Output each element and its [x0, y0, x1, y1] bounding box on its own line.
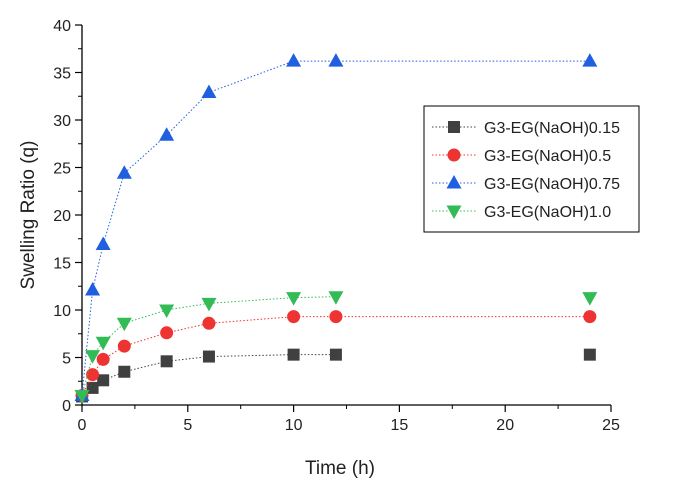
y-tick-label: 15: [53, 256, 71, 273]
data-point: [286, 53, 302, 67]
series-3: [74, 53, 598, 401]
legend-entry: G3-EG(NaOH)0.75: [432, 175, 620, 193]
data-point: [287, 310, 301, 324]
x-tick-label: 20: [496, 417, 514, 434]
data-point: [95, 336, 111, 351]
y-tick-label: 35: [53, 66, 71, 83]
series-line: [81, 354, 336, 397]
legend-marker: [448, 121, 460, 133]
y-tick-label: 5: [62, 351, 71, 368]
data-point: [202, 316, 216, 330]
data-point: [116, 317, 132, 332]
tick-labels: 0 5 10 15 20 25 0 5 10 15 20 25 30 35 40: [53, 18, 620, 434]
data-point: [583, 310, 597, 324]
y-tick-label: 10: [53, 303, 71, 320]
data-point: [86, 381, 99, 394]
y-tick-label: 0: [62, 398, 71, 415]
data-point: [95, 236, 111, 250]
series-line: [81, 296, 336, 396]
x-tick-label: 10: [285, 417, 303, 434]
legend-label: G3-EG(NaOH)0.5: [484, 148, 611, 165]
data-point: [118, 365, 131, 378]
legend-marker: [447, 148, 461, 162]
data-point: [160, 326, 174, 340]
data-point: [85, 282, 101, 296]
y-axis-title: Swelling Ratio (q): [18, 141, 39, 290]
series: [74, 53, 598, 404]
legend-label: G3-EG(NaOH)0.15: [484, 120, 620, 137]
x-axis-title: Time (h): [305, 458, 375, 478]
data-point: [96, 352, 110, 366]
x-tick-label: 15: [391, 417, 409, 434]
legend-marker: [446, 205, 462, 219]
data-point: [582, 53, 598, 67]
data-point: [201, 84, 217, 98]
data-point: [329, 310, 343, 324]
data-point: [328, 291, 344, 305]
data-point: [328, 53, 344, 67]
data-point: [329, 348, 342, 361]
y-tick-label: 40: [53, 18, 71, 35]
x-tick-label: 5: [183, 417, 192, 434]
legend-entry: G3-EG(NaOH)1.0: [432, 204, 611, 221]
series-1: [76, 348, 596, 403]
x-tick-label: 25: [602, 417, 620, 434]
data-point: [159, 304, 175, 318]
legend-entry: G3-EG(NaOH)0.5: [432, 148, 611, 165]
y-tick-label: 25: [53, 161, 71, 178]
data-point: [86, 368, 100, 382]
data-point: [116, 165, 132, 179]
data-point: [74, 390, 90, 404]
data-point: [117, 339, 131, 353]
legend-label: G3-EG(NaOH)1.0: [484, 204, 611, 221]
legend-label: G3-EG(NaOH)0.75: [484, 176, 620, 193]
data-point: [97, 374, 110, 387]
y-tick-label: 30: [53, 113, 71, 130]
x-tick-label: 0: [78, 417, 87, 434]
data-point: [160, 355, 173, 368]
data-point: [202, 350, 215, 363]
data-point: [583, 348, 596, 361]
series-4: [74, 291, 598, 404]
legend-marker: [446, 175, 462, 189]
series-2: [75, 310, 597, 402]
ticks: [75, 24, 612, 412]
data-point: [201, 297, 217, 312]
data-point: [159, 127, 175, 141]
legend: G3-EG(NaOH)0.15 G3-EG(NaOH)0.5 G3-EG(NaOH)…: [423, 105, 640, 233]
data-point: [286, 292, 302, 306]
data-point: [85, 350, 101, 364]
data-point: [582, 292, 598, 306]
data-point: [287, 348, 300, 361]
y-tick-label: 20: [53, 208, 71, 225]
legend-entry: G3-EG(NaOH)0.15: [432, 120, 620, 137]
